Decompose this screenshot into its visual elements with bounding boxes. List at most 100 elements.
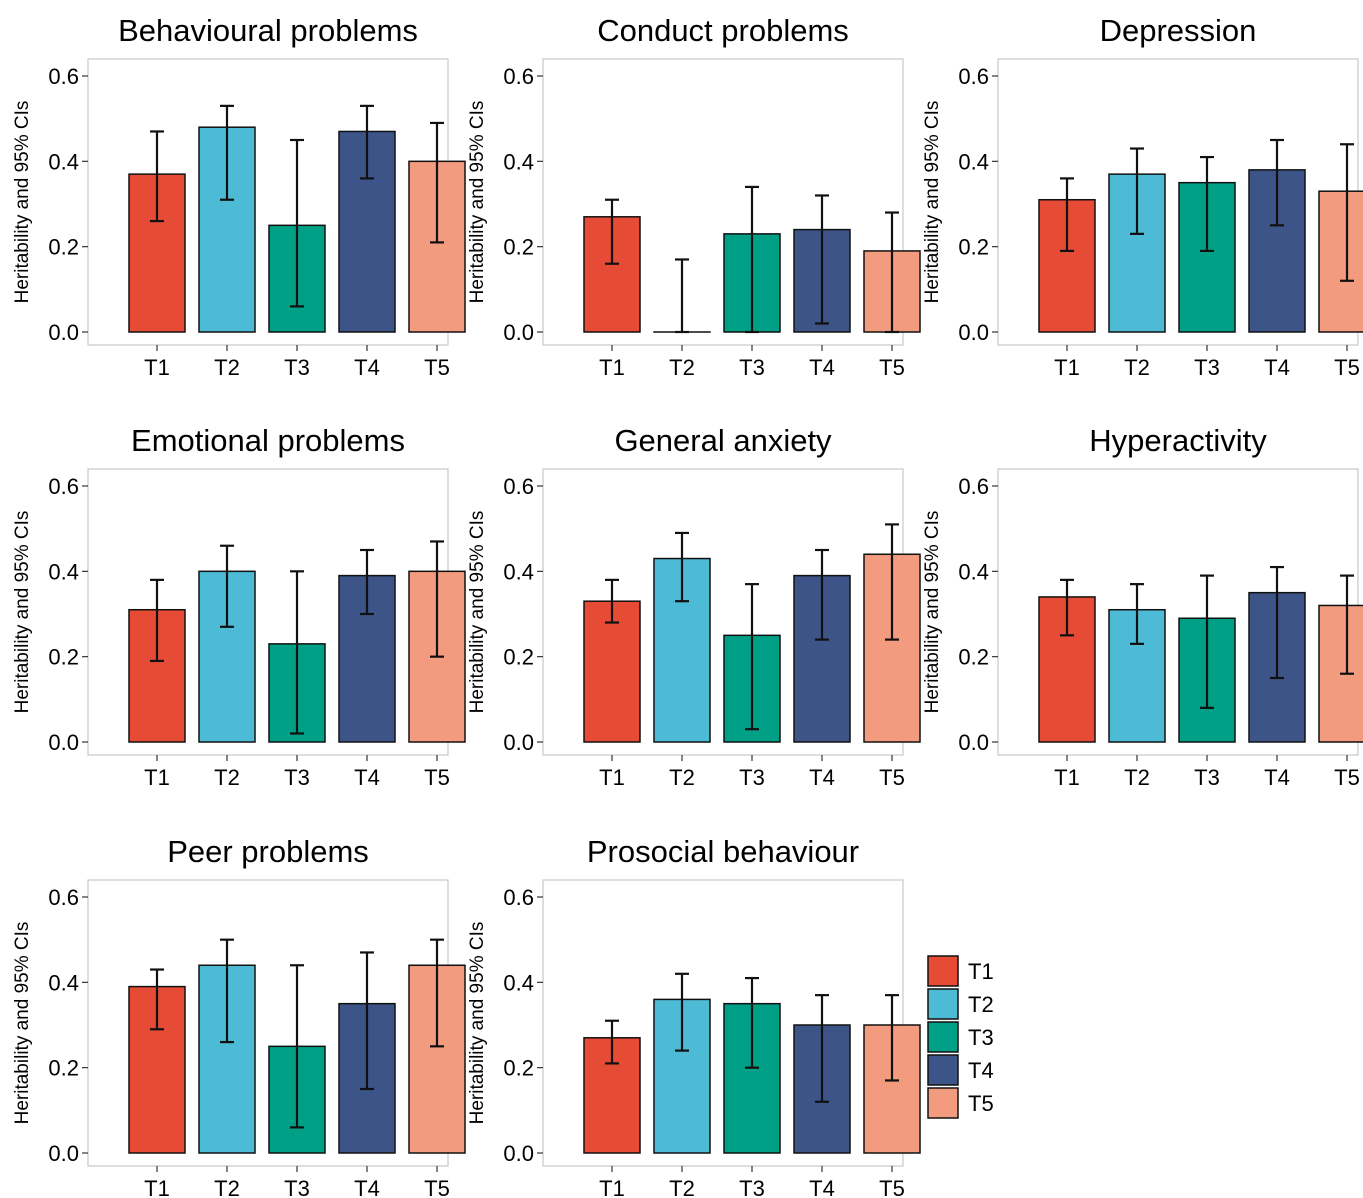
legend: T1 T2 T3 T4 T5: [927, 955, 994, 1119]
legend-label: T3: [968, 1025, 994, 1050]
x-tick-label: T3: [1194, 355, 1220, 380]
chart-panel: Peer problems 0.0 0.2 0.4 0.6 Heritability an…: [12, 834, 466, 1198]
x-tick-label: T2: [214, 765, 240, 790]
x-tick-label: T4: [1264, 765, 1290, 790]
legend-label: T4: [968, 1058, 994, 1083]
x-tick-label: T4: [1264, 355, 1290, 380]
x-tick-label: T4: [809, 765, 835, 790]
y-tick-label: 0.4: [958, 559, 989, 584]
y-tick-label: 0.6: [503, 474, 534, 499]
x-tick-label: T3: [739, 1176, 765, 1198]
y-tick-label: 0.0: [958, 730, 989, 755]
y-tick-label: 0.6: [958, 474, 989, 499]
x-tick-label: T1: [144, 355, 170, 380]
x-tick-label: T1: [144, 1176, 170, 1198]
y-tick-label: 0.6: [958, 64, 989, 89]
x-tick-label: T3: [739, 355, 765, 380]
y-tick-label: 0.2: [503, 235, 534, 260]
x-tick-label: T1: [144, 765, 170, 790]
legend-key-t5: [927, 1087, 959, 1119]
x-tick-label: T2: [669, 1176, 695, 1198]
y-tick-label: 0.0: [48, 1141, 79, 1166]
x-tick-label: T4: [354, 1176, 380, 1198]
x-tick-label: T3: [284, 765, 310, 790]
chart-title: General anxiety: [614, 423, 832, 458]
x-tick-label: T5: [424, 765, 450, 790]
y-axis-label: Heritability and 95% CIs: [467, 922, 488, 1125]
y-tick-label: 0.6: [503, 885, 534, 910]
y-axis-label: Heritability and 95% CIs: [467, 101, 488, 304]
chart-panel: Hyperactivity 0.0 0.2 0.4 0.6 Heritability an…: [922, 423, 1363, 790]
chart-title: Emotional problems: [131, 423, 405, 458]
y-tick-label: 0.4: [48, 970, 79, 995]
y-axis-label: Heritability and 95% CIs: [12, 922, 33, 1125]
chart-title: Peer problems: [167, 834, 369, 869]
y-axis-label: Heritability and 95% CIs: [12, 511, 33, 714]
chart-panel: Conduct problems 0.0 0.2 0.4 0.6 Heritability…: [467, 13, 921, 380]
x-tick-label: T5: [424, 1176, 450, 1198]
x-tick-label: T5: [879, 1176, 905, 1198]
x-tick-label: T4: [809, 1176, 835, 1198]
y-tick-label: 0.0: [48, 320, 79, 345]
x-tick-label: T2: [214, 355, 240, 380]
x-tick-label: T5: [1334, 355, 1360, 380]
y-axis-label: Heritability and 95% CIs: [12, 101, 33, 304]
chart-panel: Depression 0.0 0.2 0.4 0.6 Heritability and 9…: [922, 13, 1363, 380]
x-tick-label: T4: [354, 355, 380, 380]
chart-title: Prosocial behaviour: [587, 834, 859, 869]
x-tick-label: T3: [1194, 765, 1220, 790]
bar-t5: [1318, 190, 1363, 333]
x-tick-label: T5: [424, 355, 450, 380]
y-tick-label: 0.4: [503, 559, 534, 584]
y-tick-label: 0.0: [503, 730, 534, 755]
chart-title: Depression: [1100, 13, 1257, 48]
chart-panel: Emotional problems 0.0 0.2 0.4 0.6 Heritabili…: [12, 423, 466, 790]
y-tick-label: 0.2: [48, 645, 79, 670]
legend-label: T5: [968, 1091, 994, 1116]
legend-key-t3: [927, 1021, 959, 1053]
y-axis-label: Heritability and 95% CIs: [922, 511, 943, 714]
y-tick-label: 0.0: [958, 320, 989, 345]
chart-title: Hyperactivity: [1089, 423, 1267, 458]
y-tick-label: 0.2: [48, 235, 79, 260]
chart-title: Behavioural problems: [118, 13, 418, 48]
x-tick-label: T5: [1334, 765, 1360, 790]
y-tick-label: 0.2: [958, 235, 989, 260]
y-tick-label: 0.6: [48, 885, 79, 910]
x-tick-label: T3: [284, 355, 310, 380]
y-tick-label: 0.6: [503, 64, 534, 89]
x-tick-label: T3: [284, 1176, 310, 1198]
legend-key-t1: [927, 955, 959, 987]
chart-title: Conduct problems: [597, 13, 849, 48]
y-tick-label: 0.4: [48, 149, 79, 174]
y-tick-label: 0.4: [503, 970, 534, 995]
y-tick-label: 0.4: [48, 559, 79, 584]
y-tick-label: 0.2: [958, 645, 989, 670]
y-axis-label: Heritability and 95% CIs: [467, 511, 488, 714]
y-tick-label: 0.2: [503, 1056, 534, 1081]
x-tick-label: T5: [879, 355, 905, 380]
legend-key-t2: [927, 988, 959, 1020]
x-tick-label: T5: [879, 765, 905, 790]
x-tick-label: T1: [599, 765, 625, 790]
y-tick-label: 0.0: [503, 320, 534, 345]
x-tick-label: T1: [599, 355, 625, 380]
y-tick-label: 0.2: [503, 645, 534, 670]
y-tick-label: 0.0: [503, 1141, 534, 1166]
legend-label: T1: [968, 959, 994, 984]
y-tick-label: 0.6: [48, 474, 79, 499]
x-tick-label: T4: [809, 355, 835, 380]
x-tick-label: T2: [1124, 355, 1150, 380]
chart-panel: General anxiety 0.0 0.2 0.4 0.6 Heritability …: [467, 423, 921, 790]
y-tick-label: 0.2: [48, 1056, 79, 1081]
x-tick-label: T3: [739, 765, 765, 790]
legend-key-t4: [927, 1054, 959, 1086]
x-tick-label: T1: [1054, 355, 1080, 380]
x-tick-label: T2: [669, 765, 695, 790]
chart-panel: Prosocial behaviour 0.0 0.2 0.4 0.6 Heritabil…: [467, 834, 921, 1198]
y-tick-label: 0.4: [958, 149, 989, 174]
y-tick-label: 0.4: [503, 149, 534, 174]
x-tick-label: T2: [1124, 765, 1150, 790]
legend-label: T2: [968, 992, 994, 1017]
y-tick-label: 0.6: [48, 64, 79, 89]
